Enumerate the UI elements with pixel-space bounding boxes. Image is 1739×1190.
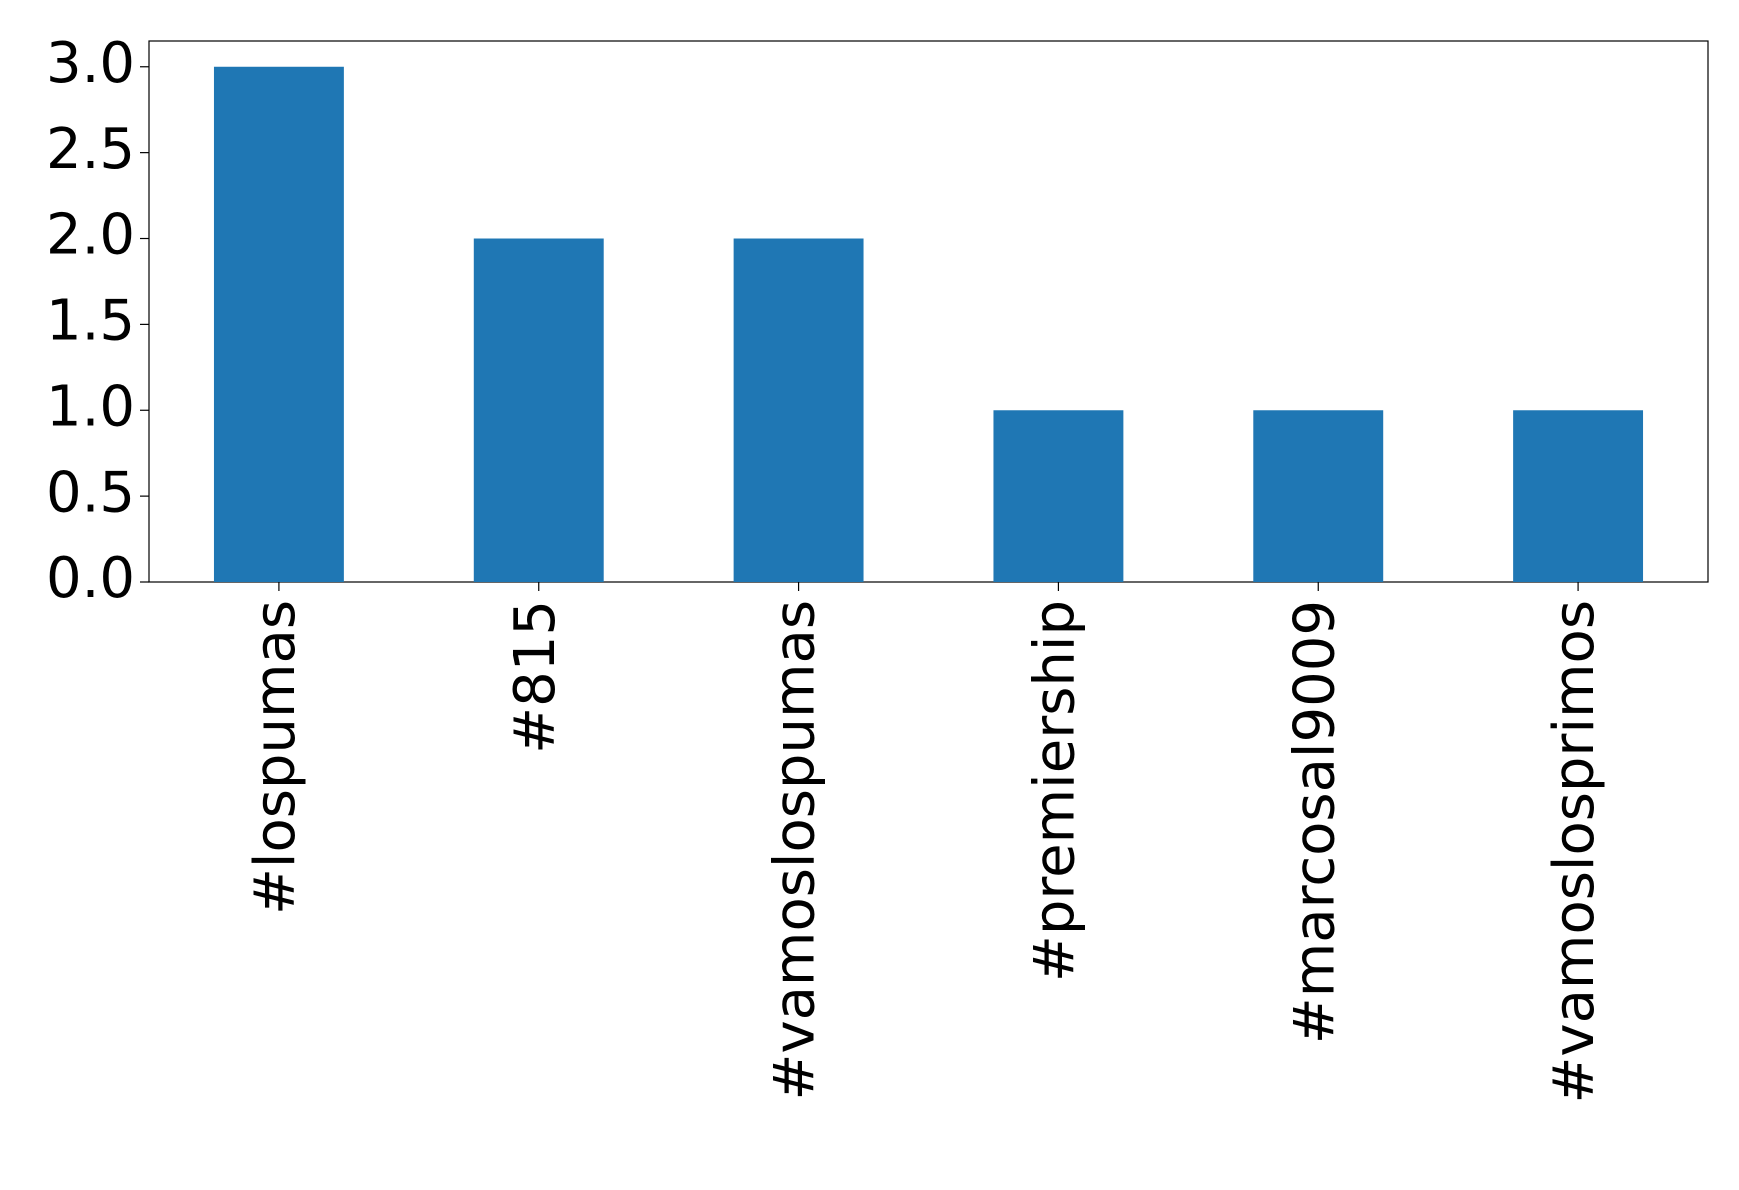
bar	[993, 410, 1124, 582]
x-tick-label: #vamoslospumas	[763, 600, 828, 1100]
x-tick-label: #vamoslosprimos	[1542, 600, 1607, 1103]
y-tick-label: 1.5	[46, 289, 135, 354]
bar	[473, 238, 604, 582]
bar	[213, 66, 344, 582]
plot-frame	[148, 40, 1709, 583]
y-tick-label: 1.0	[46, 374, 135, 439]
bar	[1253, 410, 1384, 582]
y-tick-label: 0.5	[46, 460, 135, 525]
x-tick-label: #815	[503, 600, 568, 754]
bar	[1513, 410, 1644, 582]
bar	[733, 238, 864, 582]
x-tick-label: #marcosal9009	[1282, 600, 1347, 1044]
y-tick-label: 3.0	[46, 31, 135, 96]
y-tick-label: 2.5	[46, 117, 135, 182]
x-tick-label: #premiership	[1023, 600, 1088, 982]
y-tick-label: 0.0	[46, 546, 135, 611]
x-tick-label: #lospumas	[243, 600, 308, 915]
y-tick-label: 2.0	[46, 203, 135, 268]
